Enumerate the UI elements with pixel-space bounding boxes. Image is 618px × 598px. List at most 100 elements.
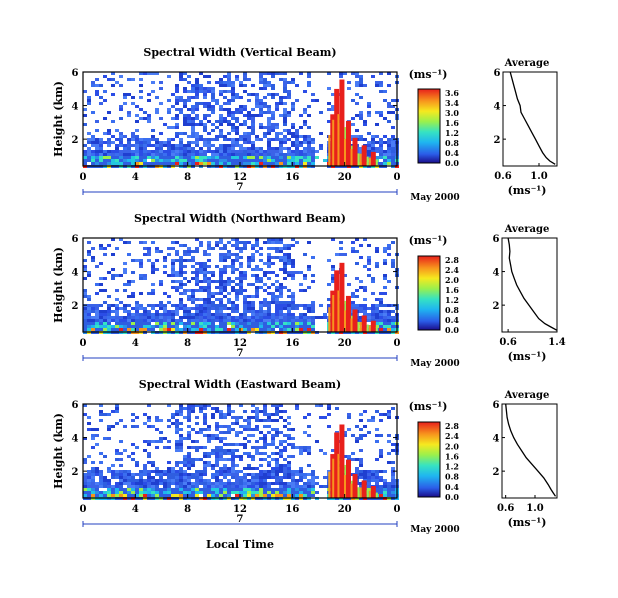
heatmap-cell — [267, 419, 271, 422]
heatmap-cell — [307, 286, 311, 289]
heatmap-cell — [255, 280, 259, 283]
heatmap-cell — [119, 150, 123, 153]
heatmap-cell — [199, 72, 203, 75]
heatmap-cell — [183, 458, 187, 461]
heatmap-cell — [99, 244, 103, 247]
heatmap-cell — [151, 425, 155, 428]
heatmap-cell — [223, 476, 227, 479]
heatmap-cell — [307, 150, 311, 153]
heatmap-cell — [339, 241, 343, 244]
heatmap-cell — [159, 147, 163, 150]
heatmap-cell — [159, 150, 163, 153]
heatmap-cell — [315, 404, 319, 407]
heatmap-cell — [123, 162, 127, 165]
heatmap-cell — [159, 313, 163, 316]
heatmap-cell — [243, 304, 247, 307]
heatmap-cell — [223, 135, 227, 138]
heatmap-cell — [263, 322, 267, 325]
high-width-column-edge — [375, 159, 378, 166]
heatmap-cell — [127, 156, 131, 159]
heatmap-cell — [219, 446, 223, 449]
heatmap-cell — [135, 325, 139, 328]
heatmap-cell — [283, 247, 287, 250]
heatmap-cell — [167, 479, 171, 482]
heatmap-cell — [307, 144, 311, 147]
heatmap-cell — [107, 310, 111, 313]
heatmap-cell — [115, 144, 119, 147]
heatmap-cell — [131, 144, 135, 147]
heatmap-cell — [147, 485, 151, 488]
heatmap-cell — [123, 488, 127, 491]
heatmap-cell — [259, 75, 263, 78]
heatmap-cell — [115, 310, 119, 313]
heatmap-cell — [115, 410, 119, 413]
heatmap-cell — [367, 105, 371, 108]
date-label: May 2000 — [410, 359, 459, 369]
heatmap-cell — [179, 479, 183, 482]
heatmap-cell — [363, 410, 367, 413]
heatmap-cell — [151, 90, 155, 93]
heatmap-cell — [227, 90, 231, 93]
x-tick-label: 4 — [132, 172, 139, 183]
heatmap-cell — [231, 99, 235, 102]
heatmap-cell — [303, 491, 307, 494]
heatmap-cell — [139, 319, 143, 322]
heatmap-cell — [111, 316, 115, 319]
heatmap-cell — [259, 259, 263, 262]
heatmap-cell — [131, 280, 135, 283]
heatmap-cell — [95, 485, 99, 488]
heatmap-cell — [195, 316, 199, 319]
heatmap-cell — [199, 265, 203, 268]
heatmap-cell — [219, 93, 223, 96]
heatmap-cell — [275, 105, 279, 108]
heatmap-cell — [215, 473, 219, 476]
heatmap-cell — [155, 153, 159, 156]
heatmap-cell — [147, 292, 151, 295]
heatmap-cell — [87, 271, 91, 274]
heatmap-cell — [387, 440, 391, 443]
heatmap-cell — [299, 449, 303, 452]
heatmap-cell — [119, 488, 123, 491]
heatmap-cell — [111, 153, 115, 156]
heatmap-cell — [91, 485, 95, 488]
heatmap-cell — [167, 404, 171, 407]
heatmap-cell — [215, 461, 219, 464]
x-tick-label: 4 — [132, 504, 139, 515]
heatmap-cell — [199, 316, 203, 319]
heatmap-cell — [307, 105, 311, 108]
heatmap-cell — [91, 159, 95, 162]
heatmap-cell — [279, 476, 283, 479]
heatmap-cell — [187, 289, 191, 292]
heatmap-cell — [315, 99, 319, 102]
heatmap-cell — [195, 479, 199, 482]
high-width-column-edge — [375, 326, 378, 332]
heatmap-cell — [303, 135, 307, 138]
heatmap-cell — [287, 253, 291, 256]
heatmap-cell — [163, 491, 167, 494]
heatmap-cell — [247, 434, 251, 437]
heatmap-cell — [387, 141, 391, 144]
heatmap-cell — [363, 238, 367, 241]
heatmap-cell — [183, 150, 187, 153]
heatmap-cell — [91, 304, 95, 307]
heatmap-cell — [295, 144, 299, 147]
heatmap-cell — [247, 316, 251, 319]
heatmap-cell — [363, 289, 367, 292]
heatmap-cell — [283, 271, 287, 274]
heatmap-cell — [195, 404, 199, 407]
heatmap-cell — [91, 428, 95, 431]
heatmap-cell — [123, 268, 127, 271]
heatmap-cell — [227, 458, 231, 461]
heatmap-cell — [271, 153, 275, 156]
heatmap-cell — [227, 491, 231, 494]
heatmap-cell — [167, 108, 171, 111]
heatmap-cell — [83, 313, 87, 316]
heatmap-cell — [183, 105, 187, 108]
heatmap-cell — [135, 416, 139, 419]
heatmap-cell — [231, 150, 235, 153]
heatmap-cell — [291, 301, 295, 304]
heatmap-cell — [247, 295, 251, 298]
heatmap-cell — [255, 114, 259, 117]
heatmap-cell — [91, 111, 95, 114]
heatmap-cell — [239, 241, 243, 244]
